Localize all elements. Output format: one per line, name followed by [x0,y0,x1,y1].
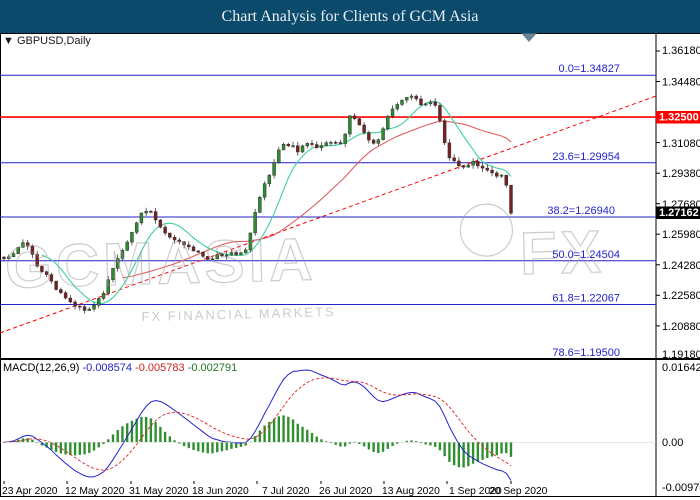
svg-text:1.27162: 1.27162 [659,207,699,219]
svg-text:50.0=1.24504: 50.0=1.24504 [552,249,620,261]
svg-text:26 Jul 2020: 26 Jul 2020 [319,486,373,497]
svg-text:23.6=1.29954: 23.6=1.29954 [552,151,620,163]
svg-text:18 Jun 2020: 18 Jun 2020 [192,486,249,497]
svg-text:MACD(12,26,9) -0.008574 -0.005: MACD(12,26,9) -0.008574 -0.005783 -0.002… [3,362,237,374]
svg-text:13 Aug 2020: 13 Aug 2020 [382,486,440,497]
svg-text:7 Jul 2020: 7 Jul 2020 [262,486,310,497]
svg-text:1.32500: 1.32500 [659,112,699,124]
svg-text:1.24280: 1.24280 [662,260,700,272]
svg-text:1.25980: 1.25980 [662,229,700,241]
svg-text:1.20880: 1.20880 [662,321,700,333]
svg-text:31 May 2020: 31 May 2020 [129,486,189,497]
svg-text:0.016422: 0.016422 [662,362,700,374]
svg-text:78.6=1.19500: 78.6=1.19500 [552,347,620,359]
svg-text:61.8=1.22067: 61.8=1.22067 [552,293,620,305]
svg-text:1.22580: 1.22580 [662,290,700,302]
svg-text:GCMASIA: GCMASIA [4,226,317,301]
svg-text:0.00: 0.00 [662,437,683,449]
svg-text:1.29380: 1.29380 [662,168,700,180]
svg-text:1.34480: 1.34480 [662,77,700,89]
svg-text:-0.009764: -0.009764 [662,482,700,494]
svg-text:FX FINANCIAL MARKETS: FX FINANCIAL MARKETS [141,304,335,324]
svg-text:23 Apr 2020: 23 Apr 2020 [2,486,58,497]
svg-text:20 Sep 2020: 20 Sep 2020 [489,486,548,497]
svg-text:0.0=1.34827: 0.0=1.34827 [559,63,620,75]
svg-text:38.2=1.26940: 38.2=1.26940 [547,205,615,217]
svg-text:12 May 2020: 12 May 2020 [65,486,125,497]
svg-text:1.31080: 1.31080 [662,138,700,150]
